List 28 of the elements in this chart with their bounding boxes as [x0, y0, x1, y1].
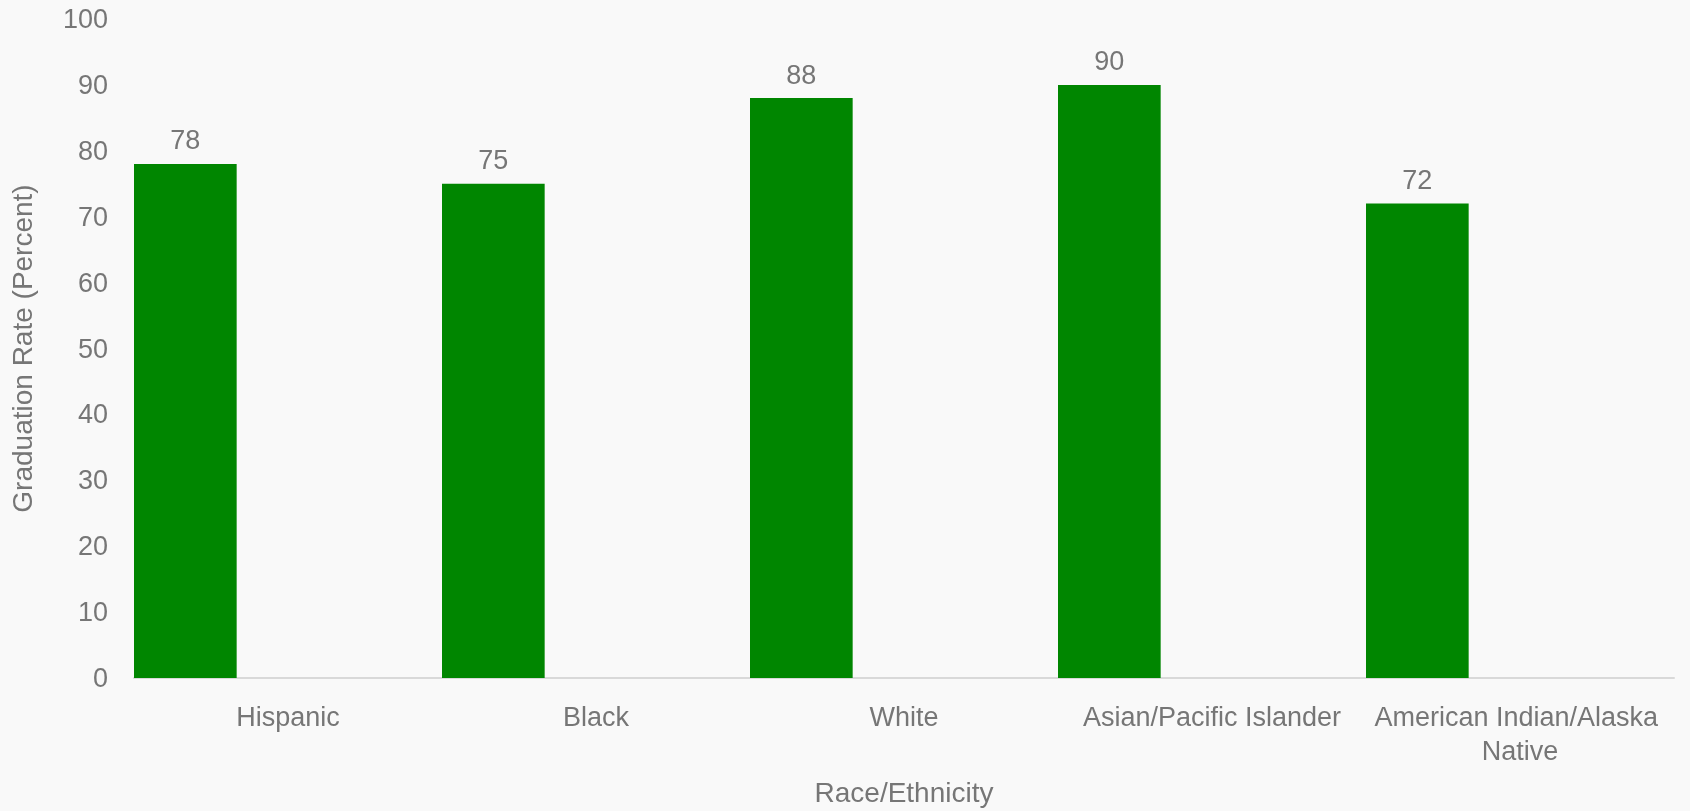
y-tick-label: 100 [62, 4, 108, 34]
x-tick-label: American Indian/Alaska Native [1374, 702, 1666, 766]
x-axis-title: Race/Ethnicity [814, 776, 994, 808]
y-tick-label: 20 [77, 531, 108, 562]
y-tick-label: 80 [77, 135, 108, 166]
bar [1058, 84, 1161, 678]
y-tick-label: 70 [77, 201, 108, 232]
x-tick-label: Hispanic [236, 702, 340, 732]
data-label: 88 [786, 59, 817, 90]
data-label: 90 [1094, 46, 1125, 77]
bar [134, 163, 237, 678]
data-label: 75 [478, 145, 509, 176]
bar [750, 98, 853, 678]
y-tick-label: 0 [92, 663, 108, 693]
y-axis-title: Graduation Rate (Percent) [6, 184, 38, 513]
data-label: 72 [1402, 165, 1433, 196]
y-tick-label: 50 [77, 333, 108, 364]
x-tick-label: Asian/Pacific Islander [1082, 702, 1342, 732]
y-tick-label: 40 [77, 399, 108, 430]
y-tick-label: 10 [77, 597, 108, 628]
y-tick-label: 30 [77, 465, 108, 496]
x-tick-label: White [869, 702, 939, 732]
y-tick-label: 60 [77, 267, 108, 298]
bar [442, 183, 545, 678]
data-label: 78 [170, 125, 201, 156]
x-tick-label: Black [562, 702, 630, 732]
bar [1366, 203, 1469, 678]
y-tick-label: 90 [77, 69, 108, 100]
